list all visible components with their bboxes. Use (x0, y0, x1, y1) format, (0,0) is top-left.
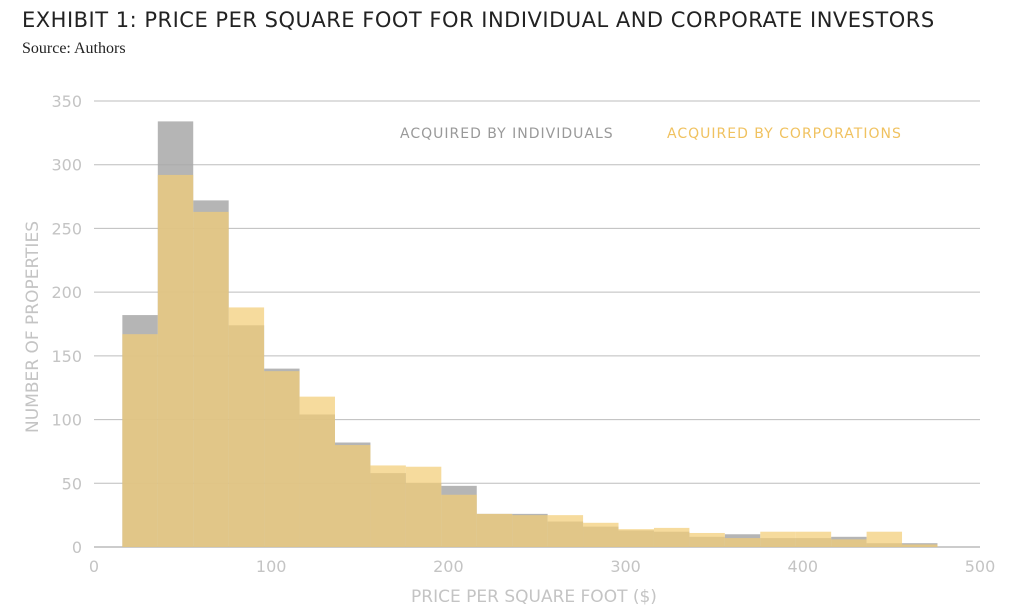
bar-corporations (724, 538, 761, 547)
y-tick-label: 350 (51, 92, 82, 111)
bar-corporations (653, 527, 690, 547)
chart-source: Source: Authors (22, 40, 126, 57)
y-axis-label: NUMBER OF PROPERTIES (23, 221, 43, 433)
bar-corporations (760, 531, 796, 547)
bar-corporations (902, 544, 938, 547)
bar-corporations (157, 174, 194, 547)
bar-corporations (618, 529, 654, 547)
bar-corporations (228, 307, 265, 547)
x-tick-label: 300 (610, 557, 641, 576)
bar-corporations (441, 494, 477, 547)
bar-corporations (583, 522, 619, 547)
bar-corporations (689, 532, 725, 547)
bar-corporations (193, 211, 229, 547)
y-tick-label: 150 (51, 347, 82, 366)
y-tick-labels: 0 50 100 150 200 250 300 350 (51, 92, 82, 557)
y-tick-label: 250 (51, 219, 82, 238)
x-tick-label: 0 (89, 557, 99, 576)
bar-corporations (370, 465, 406, 547)
legend-individuals: ACQUIRED BY INDIVIDUALS (400, 126, 614, 142)
bar-corporations (299, 396, 335, 547)
x-tick-labels: 0 100 200 300 400 500 (89, 557, 995, 576)
chart-title: EXHIBIT 1: PRICE PER SQUARE FOOT FOR IND… (22, 8, 935, 32)
y-tick-label: 50 (62, 474, 82, 493)
bar-corporations (547, 515, 584, 547)
bar-corporations (334, 445, 371, 547)
bar-corporations (405, 466, 442, 547)
x-tick-label: 400 (788, 557, 819, 576)
bar-corporations (831, 539, 867, 547)
legend-corporations: ACQUIRED BY CORPORATIONS (667, 126, 902, 142)
y-tick-label: 300 (51, 156, 82, 175)
bar-corporations (795, 531, 832, 547)
bar-corporations (512, 515, 548, 547)
bar-corporations (122, 334, 158, 547)
y-tick-label: 200 (51, 283, 82, 302)
bar-corporations (264, 371, 300, 547)
x-tick-label: 500 (965, 557, 996, 576)
series-corporations (122, 174, 938, 547)
x-tick-label: 100 (256, 557, 287, 576)
y-tick-label: 0 (72, 538, 82, 557)
y-tick-label: 100 (51, 411, 82, 430)
bar-corporations (866, 531, 903, 547)
x-tick-label: 200 (433, 557, 464, 576)
x-axis-label: PRICE PER SQUARE FOOT ($) (411, 587, 657, 607)
bar-corporations (476, 513, 513, 547)
